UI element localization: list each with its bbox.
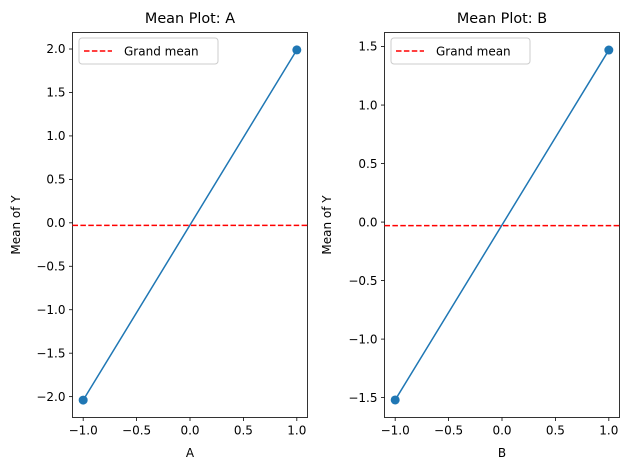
- subplot-a-x-ticks: −1.0 −0.5 0.0 0.5 1.0: [69, 417, 306, 438]
- subplot-b-y-tick-label: 0.0: [358, 215, 377, 229]
- subplot-b-x-tick-label: 0.5: [546, 424, 565, 438]
- subplot-a-y-tick-label: 1.5: [46, 86, 65, 100]
- subplot-a-x-tick-label: 0.0: [180, 424, 199, 438]
- subplot-b-legend: Grand mean: [390, 37, 531, 65]
- subplot-a-mean-line: [82, 49, 298, 401]
- subplot-a-y-tick-label: −1.5: [36, 346, 65, 360]
- subplot-a-legend-box: [78, 37, 219, 65]
- subplot-b-x-axis-label: B: [498, 446, 506, 460]
- subplot-a-y-tick-label: −1.0: [36, 303, 65, 317]
- subplot-b-x-tick-label: −1.0: [381, 424, 410, 438]
- subplot-b: Mean Plot: B −1.0 −0.5 0.0 0.5 1.0 −1.5−1.0−…: [320, 11, 620, 460]
- subplot-a-y-tick-label: 0.5: [46, 173, 65, 187]
- subplot-b-mean-point: [604, 45, 614, 55]
- subplot-b-mean-line: [394, 49, 610, 401]
- subplot-a-x-tick-label: 0.5: [234, 424, 253, 438]
- subplot-a-plot-area: [72, 45, 308, 405]
- subplot-b-x-tick-label: −0.5: [434, 424, 463, 438]
- subplot-a-legend-label: Grand mean: [124, 45, 199, 59]
- subplot-a-x-tick-label: −0.5: [122, 424, 151, 438]
- subplot-a-mean-point: [292, 45, 302, 55]
- subplot-a-y-tick-label: 0.0: [46, 216, 65, 230]
- subplot-a-y-tick-label: −2.0: [36, 390, 65, 404]
- subplot-a-y-tick-label: 2.0: [46, 42, 65, 56]
- subplot-b-y-tick-label: 1.0: [358, 98, 377, 112]
- subplot-b-legend-box: [390, 37, 531, 65]
- subplot-b-y-tick-label: −1.5: [348, 391, 377, 405]
- subplot-b-mean-point: [390, 395, 400, 405]
- subplot-b-legend-label: Grand mean: [436, 45, 511, 59]
- subplot-b-y-tick-label: 0.5: [358, 157, 377, 171]
- subplot-a-y-ticks: −2.0 −1.5 −1.0 −0.5 0.0 0.5 1.0 1.5 2.0: [36, 42, 73, 404]
- subplot-a: Mean Plot: A −1.0 −0.5 0.0 0.5 1.0 −2.0−1.5−…: [9, 11, 308, 460]
- subplot-b-y-ticks: −1.5 −1.0 −0.5 0.0 0.5 1.0 1.5: [348, 40, 385, 405]
- subplot-b-x-tick-label: 1.0: [599, 424, 618, 438]
- subplot-b-y-tick-label: 1.5: [358, 40, 377, 54]
- subplot-b-x-ticks: −1.0 −0.5 0.0 0.5 1.0: [381, 417, 618, 438]
- subplot-a-x-tick-label: −1.0: [69, 424, 98, 438]
- subplot-b-y-axis-label: Mean of Y: [320, 195, 334, 255]
- subplot-a-x-tick-label: 1.0: [287, 424, 306, 438]
- subplot-a-title: Mean Plot: A: [145, 11, 235, 27]
- subplot-b-plot-area: [384, 45, 620, 405]
- subplot-a-y-tick-label: 1.0: [46, 129, 65, 143]
- subplot-b-title: Mean Plot: B: [457, 11, 547, 27]
- subplot-b-y-tick-label: −0.5: [348, 274, 377, 288]
- subplot-b-y-tick-label: −1.0: [348, 332, 377, 346]
- subplot-a-mean-point: [78, 395, 88, 405]
- subplot-a-y-axis-label: Mean of Y: [9, 195, 23, 255]
- subplot-a-legend: Grand mean: [78, 37, 219, 65]
- subplot-b-x-tick-label: 0.0: [492, 424, 511, 438]
- subplot-a-x-axis-label: A: [186, 446, 195, 460]
- subplot-a-y-tick-label: −0.5: [36, 259, 65, 273]
